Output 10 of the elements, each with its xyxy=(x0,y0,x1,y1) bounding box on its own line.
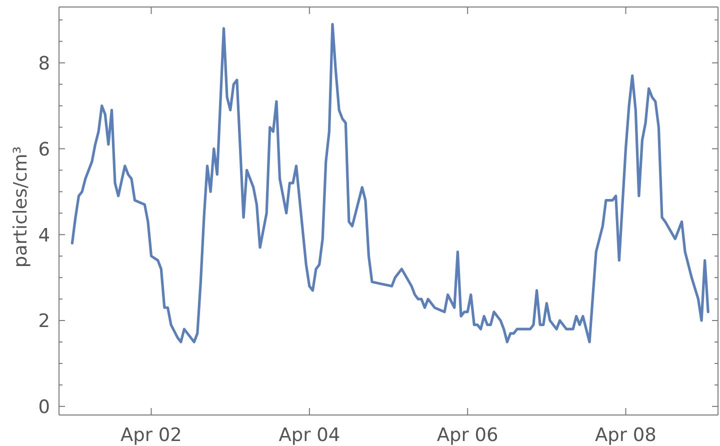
y-tick-label: 6 xyxy=(38,139,50,160)
x-tick-label: Apr 04 xyxy=(278,425,340,446)
y-tick-label: 4 xyxy=(38,225,50,246)
y-tick-label: 2 xyxy=(38,311,50,332)
y-tick-label: 8 xyxy=(38,53,50,74)
x-tick-label: Apr 02 xyxy=(120,425,182,446)
y-axis-title: particles/cm³ xyxy=(10,146,32,268)
x-tick-label: Apr 06 xyxy=(436,425,498,446)
x-tick-label: Apr 08 xyxy=(595,425,656,446)
y-tick-label: 0 xyxy=(38,397,50,418)
